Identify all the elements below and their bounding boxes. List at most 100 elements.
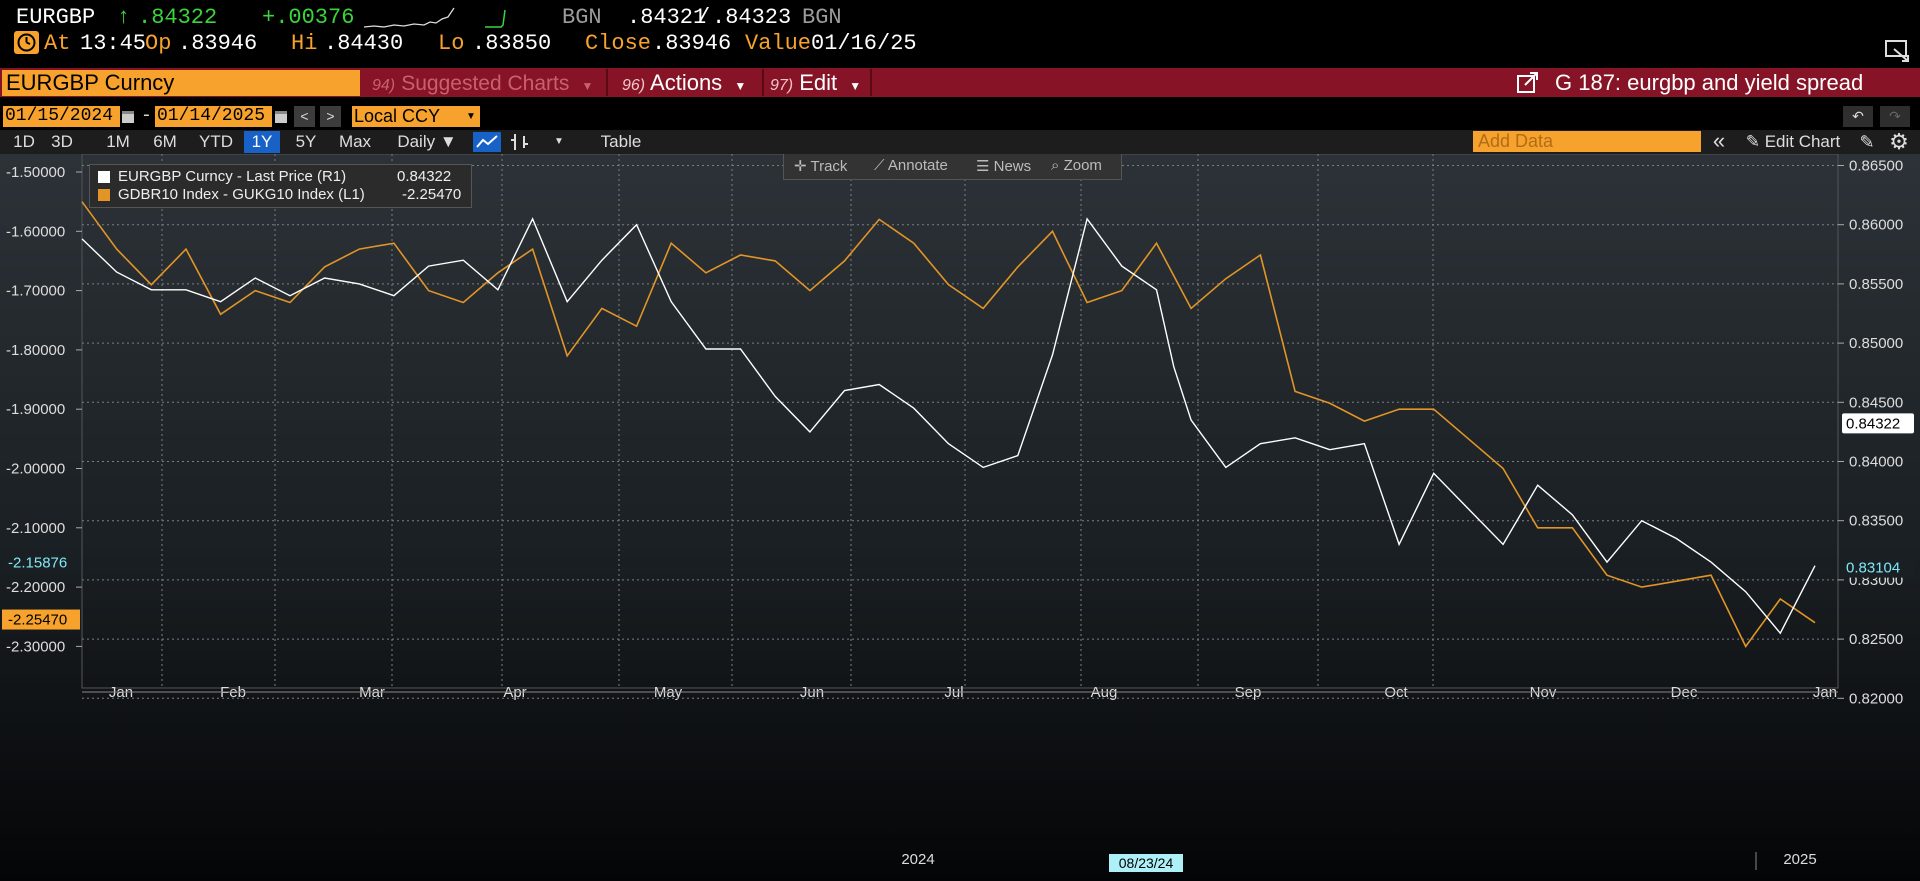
right-axis-label: 0.82500: [1849, 631, 1903, 648]
right-value-marker-label: 0.84322: [1846, 415, 1900, 432]
undo-icon[interactable]: ↶: [1843, 106, 1873, 127]
suggested-charts-button[interactable]: 94) Suggested Charts ▼: [372, 69, 608, 96]
range-button-1y[interactable]: 1Y: [244, 131, 280, 153]
magnifier-icon: ⌕: [1051, 157, 1064, 174]
calendar-icon[interactable]: [121, 109, 135, 124]
edit-chart-button[interactable]: ✎ Edit Chart: [1738, 131, 1848, 153]
chevron-down-icon[interactable]: ▼: [554, 136, 564, 147]
news-icon: ☰: [976, 158, 994, 175]
date-range-dash: -: [141, 106, 152, 126]
right-value-marker-label: 0.83104: [1846, 560, 1900, 577]
news-button[interactable]: ☰ News: [976, 157, 1031, 175]
annotate-button[interactable]: ⟋ Annotate: [874, 157, 948, 174]
quote-header: EURGBP ↑ .84322 +.00376 BGN .84321 / .84…: [0, 0, 1920, 68]
right-axis-label: 0.85500: [1849, 276, 1903, 293]
range-button-max[interactable]: Max: [338, 132, 372, 151]
chevron-down-icon[interactable]: ▼: [462, 106, 480, 127]
up-arrow-icon: ↑: [117, 5, 131, 30]
right-axis-label: 0.84000: [1849, 454, 1903, 471]
low-label: Lo: [438, 31, 465, 56]
right-axis-label: 0.83500: [1849, 513, 1903, 530]
edit-menu-button[interactable]: 97) Edit ▼: [770, 69, 870, 96]
bid-ask-separator: /: [697, 5, 711, 30]
zoom-button[interactable]: ⌕ Zoom: [1051, 157, 1102, 174]
quote-time: 13:45: [80, 31, 147, 56]
high-label: Hi: [291, 31, 318, 56]
open-label: Op: [145, 31, 172, 56]
right-axis-label: 0.82000: [1849, 690, 1903, 707]
range-button-6m[interactable]: 6M: [153, 132, 177, 151]
crosshair-icon: ✛: [794, 158, 811, 175]
suggested-label: Suggested Charts: [401, 72, 570, 95]
chart-svg[interactable]: Jan Feb Mar Apr May Jun Jul Aug Sep Oct Nov Dec Jan2…: [0, 154, 1920, 881]
currency-select[interactable]: Local CCY: [352, 106, 462, 127]
candlestick-icon[interactable]: [506, 132, 534, 152]
left-axis-label: -1.70000: [6, 283, 65, 300]
chart-area[interactable]: Jan Feb Mar Apr May Jun Jul Aug Sep Oct Nov Dec Jan 2…: [0, 154, 1920, 881]
left-axis-label: -2.10000: [6, 520, 65, 537]
news-label: News: [993, 158, 1032, 175]
year-label: 2024: [901, 851, 934, 868]
last-price: .84322: [138, 5, 218, 30]
table-button[interactable]: Table: [600, 132, 642, 151]
cursor-date-box: [1109, 854, 1183, 872]
next-period-button[interactable]: >: [320, 106, 341, 127]
left-axis-label: -1.60000: [6, 223, 65, 240]
low-value: .83850: [472, 31, 552, 56]
legend-series-1: EURGBP Curncy - Last Price (R1): [118, 168, 347, 185]
cursor-date-label: 08/23/24: [1119, 855, 1174, 871]
gear-icon[interactable]: ⚙: [1889, 129, 1909, 154]
price-change: +.00376: [262, 5, 355, 30]
redo-icon[interactable]: ↷: [1880, 106, 1910, 127]
range-button-1m[interactable]: 1M: [106, 132, 130, 151]
end-date-field[interactable]: 01/14/2025: [155, 106, 272, 127]
range-button-ytd[interactable]: YTD: [199, 132, 233, 151]
sparkline-chart: [363, 7, 455, 28]
right-axis-label: 0.84500: [1849, 394, 1903, 411]
menu-divider: [606, 69, 608, 96]
menu-divider: [762, 69, 764, 96]
left-axis-label: -1.90000: [6, 401, 65, 418]
prev-period-button[interactable]: <: [294, 106, 315, 127]
high-value: .84430: [324, 31, 404, 56]
right-value-marker: [1842, 557, 1914, 578]
open-external-icon[interactable]: [1516, 71, 1540, 95]
value-label: Value: [745, 31, 812, 56]
add-data-input[interactable]: Add Data: [1473, 131, 1701, 152]
security-field[interactable]: EURGBP Curncy: [2, 70, 360, 96]
start-date-field[interactable]: 01/15/2024: [3, 106, 120, 127]
range-button-1d[interactable]: 1D: [13, 132, 35, 151]
year-label: 2025: [1783, 851, 1816, 868]
left-axis-label: -1.50000: [6, 164, 65, 181]
actions-num: 96): [622, 77, 646, 94]
edit-chart-label: Edit Chart: [1764, 132, 1841, 151]
range-button-3d[interactable]: 3D: [51, 132, 73, 151]
at-label: At: [44, 31, 71, 56]
chevron-down-icon: ▼: [581, 79, 594, 93]
right-axis-label: 0.85000: [1849, 335, 1903, 352]
calendar-icon[interactable]: [274, 109, 288, 124]
range-button-5y[interactable]: 5Y: [295, 132, 317, 151]
legend-series-1-value: 0.84322: [397, 168, 452, 185]
clock-icon[interactable]: [14, 31, 39, 54]
collapse-icon[interactable]: «: [1712, 128, 1726, 153]
left-value-marker-label: -2.25470: [8, 612, 67, 629]
frequency-select[interactable]: Daily ▼: [397, 132, 457, 151]
close-label: Close: [585, 31, 652, 56]
edit-label: Edit: [799, 70, 838, 95]
actions-button[interactable]: 96) Actions ▼: [622, 69, 762, 96]
track-button[interactable]: ✛ Track: [794, 157, 847, 175]
chevron-down-icon: ▼: [734, 79, 747, 93]
chart-legend: EURGBP Curncy - Last Price (R1) 0.84322 …: [89, 164, 472, 208]
legend-series-2: GDBR10 Index - GUKG10 Index (L1): [118, 186, 365, 203]
left-value-marker: [2, 552, 80, 573]
left-axis-label: -2.20000: [6, 579, 65, 596]
legend-swatch-white: [98, 171, 110, 183]
annotate-label: Annotate: [887, 157, 948, 174]
bid-price: .84321: [627, 5, 707, 30]
pencil-icon: ✎: [1745, 132, 1760, 151]
line-chart-icon[interactable]: [473, 132, 501, 152]
edit-num: 97): [770, 77, 794, 94]
screenshot-icon[interactable]: [1884, 39, 1912, 63]
edit-icon[interactable]: ✎: [1859, 132, 1875, 152]
